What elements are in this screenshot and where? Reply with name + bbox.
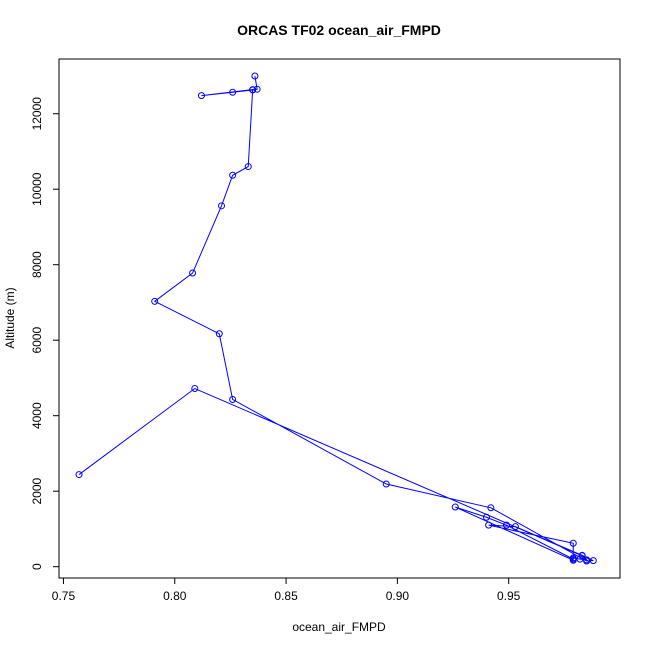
data-point (482, 513, 490, 521)
data-point (569, 554, 577, 562)
x-tick-label: 0.80 (163, 589, 187, 603)
data-point (511, 523, 519, 531)
y-axis: 0 2000 4000 6000 8000 10000 12000 (30, 97, 60, 570)
data-point (487, 504, 495, 512)
y-tick-label: 6000 (30, 327, 44, 354)
data-point (229, 88, 237, 96)
y-axis-label: Altitude (m) (3, 287, 17, 348)
y-tick-label: 0 (30, 563, 44, 570)
x-tick-label: 0.75 (52, 589, 76, 603)
data-point (502, 521, 510, 529)
y-tick-label: 4000 (30, 402, 44, 429)
data-point (151, 297, 159, 305)
series-line (78, 75, 594, 562)
data-point (218, 202, 226, 210)
y-tick-label: 12000 (30, 97, 44, 131)
data-point (569, 556, 577, 564)
x-tick-label: 0.90 (386, 589, 410, 603)
data-point (589, 557, 597, 565)
y-tick-label: 10000 (30, 172, 44, 206)
data-point (451, 503, 459, 511)
plot-frame (58, 58, 621, 579)
y-tick-label: 2000 (30, 478, 44, 505)
data-point (251, 72, 259, 80)
data-point (215, 330, 223, 338)
data-point (244, 163, 252, 171)
data-point (253, 85, 261, 93)
data-point (569, 539, 577, 547)
x-axis: 0.75 0.80 0.85 0.90 0.95 (52, 577, 521, 603)
data-point (578, 552, 586, 560)
data-point (485, 521, 493, 529)
y-tick-label: 8000 (30, 251, 44, 278)
data-point (229, 395, 237, 403)
data-point (229, 171, 237, 179)
data-point (191, 385, 199, 393)
data-point (75, 471, 83, 479)
data-point (249, 86, 257, 94)
x-tick-label: 0.95 (497, 589, 521, 603)
data-point (583, 556, 591, 564)
data-point (189, 269, 197, 277)
x-tick-label: 0.85 (274, 589, 298, 603)
data-point (382, 480, 390, 488)
x-axis-label: ocean_air_FMPD (292, 620, 386, 634)
data-point (197, 92, 205, 100)
chart-title: ORCAS TF02 ocean_air_FMPD (237, 22, 441, 38)
series-layer (75, 72, 597, 565)
